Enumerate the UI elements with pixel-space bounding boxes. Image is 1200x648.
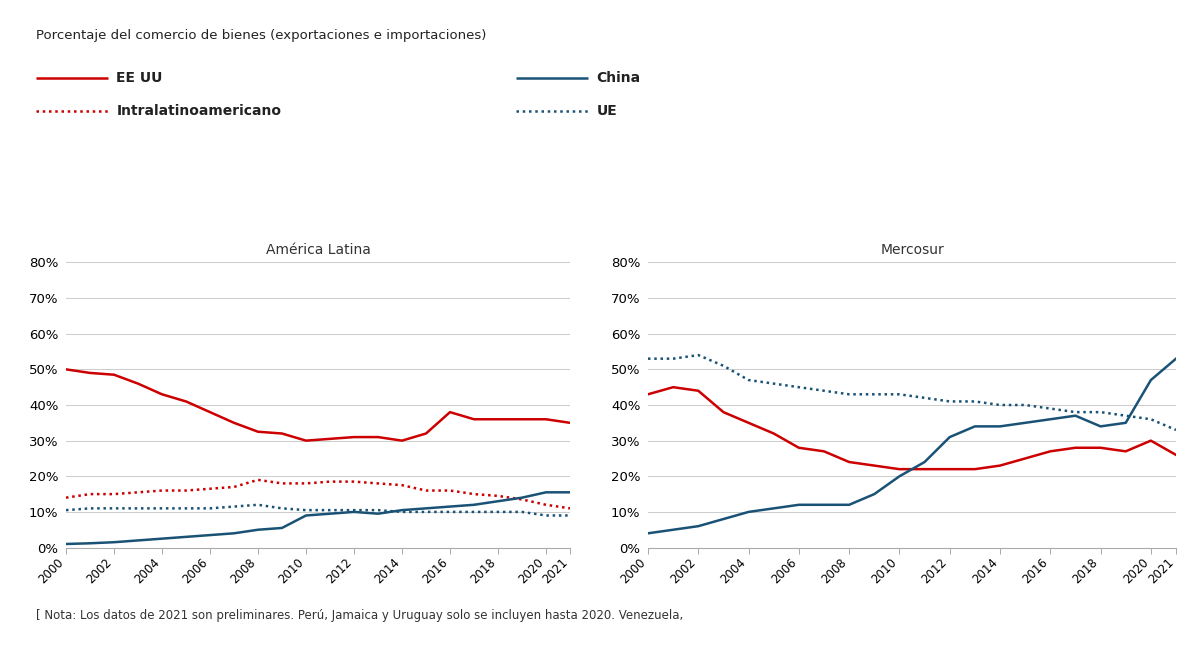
Text: [ Nota: Los datos de 2021 son preliminares. Perú, Jamaica y Uruguay solo se incl: [ Nota: Los datos de 2021 son preliminar…	[36, 609, 683, 622]
Title: Mercosur: Mercosur	[880, 243, 944, 257]
Text: Intralatinoamericano: Intralatinoamericano	[116, 104, 281, 119]
Text: EE UU: EE UU	[116, 71, 163, 85]
Text: China: China	[596, 71, 641, 85]
Title: América Latina: América Latina	[265, 243, 371, 257]
Text: UE: UE	[596, 104, 617, 119]
Text: Porcentaje del comercio de bienes (exportaciones e importaciones): Porcentaje del comercio de bienes (expor…	[36, 29, 486, 42]
